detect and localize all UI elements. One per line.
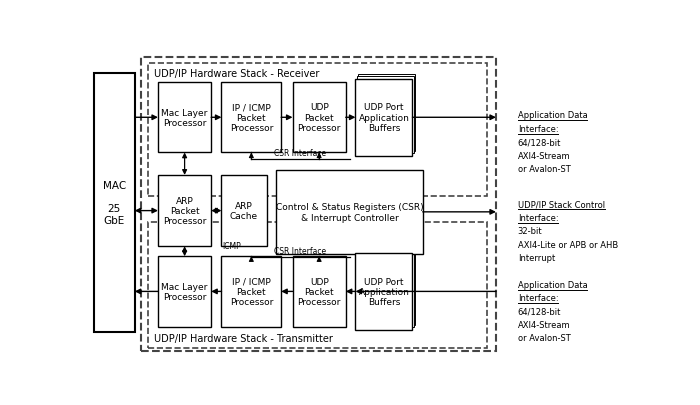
Text: MAC

25
GbE: MAC 25 GbE <box>103 181 126 225</box>
Bar <box>158 83 211 153</box>
Text: UDP/IP Stack Control: UDP/IP Stack Control <box>518 200 605 209</box>
Text: Interface:: Interface: <box>518 293 559 303</box>
Text: Interrupt: Interrupt <box>518 254 555 262</box>
Bar <box>358 75 415 151</box>
Bar <box>357 77 414 153</box>
Bar <box>221 83 281 153</box>
Text: Interface:: Interface: <box>518 124 559 133</box>
Bar <box>221 175 267 247</box>
Text: UDP/IP Hardware Stack - Transmitter: UDP/IP Hardware Stack - Transmitter <box>154 333 332 343</box>
Text: Application Data: Application Data <box>518 280 587 289</box>
Bar <box>221 257 281 327</box>
Text: IP / ICMP
Packet
Processor: IP / ICMP Packet Processor <box>230 277 273 307</box>
Text: IP / ICMP
Packet
Processor: IP / ICMP Packet Processor <box>230 103 273 133</box>
Bar <box>356 80 412 156</box>
Text: CSR Interface: CSR Interface <box>274 149 326 158</box>
Text: ICMP: ICMP <box>223 241 241 250</box>
Text: UDP
Packet
Processor: UDP Packet Processor <box>298 277 341 307</box>
Bar <box>358 249 415 325</box>
Text: UDP Port
Application
Buffers: UDP Port Application Buffers <box>358 277 410 307</box>
Text: AXI4-Stream: AXI4-Stream <box>518 151 570 160</box>
Text: Control & Status Registers (CSR)
& Interrupt Controller: Control & Status Registers (CSR) & Inter… <box>276 202 424 222</box>
Text: 64/128-bit: 64/128-bit <box>518 307 561 316</box>
Text: Interface:: Interface: <box>518 213 559 222</box>
Bar <box>293 83 346 153</box>
Text: or Avalon-ST: or Avalon-ST <box>518 334 570 343</box>
Bar <box>293 257 346 327</box>
Text: UDP
Packet
Processor: UDP Packet Processor <box>298 103 341 133</box>
Bar <box>141 58 496 351</box>
Text: AXI4-Stream: AXI4-Stream <box>518 320 570 329</box>
Bar <box>276 170 423 254</box>
Text: ARP
Cache: ARP Cache <box>230 201 258 221</box>
Text: Mac Layer
Processor: Mac Layer Processor <box>162 282 208 301</box>
Bar <box>158 175 211 247</box>
Bar <box>148 222 487 349</box>
Text: Mac Layer
Processor: Mac Layer Processor <box>162 108 208 128</box>
Text: ARP
Packet
Processor: ARP Packet Processor <box>163 196 206 226</box>
Text: Application Data: Application Data <box>518 111 587 120</box>
Text: CSR Interface: CSR Interface <box>274 247 326 256</box>
Bar <box>158 257 211 327</box>
Text: AXI4-Lite or APB or AHB: AXI4-Lite or APB or AHB <box>518 240 618 249</box>
Text: UDP/IP Hardware Stack - Receiver: UDP/IP Hardware Stack - Receiver <box>154 69 319 79</box>
Text: 64/128-bit: 64/128-bit <box>518 138 561 147</box>
Bar <box>94 74 134 333</box>
Bar <box>356 254 412 330</box>
Bar <box>148 64 487 196</box>
Text: or Avalon-ST: or Avalon-ST <box>518 164 570 174</box>
Text: 32-bit: 32-bit <box>518 227 542 236</box>
Bar <box>357 251 414 327</box>
Text: UDP Port
Application
Buffers: UDP Port Application Buffers <box>358 103 410 133</box>
